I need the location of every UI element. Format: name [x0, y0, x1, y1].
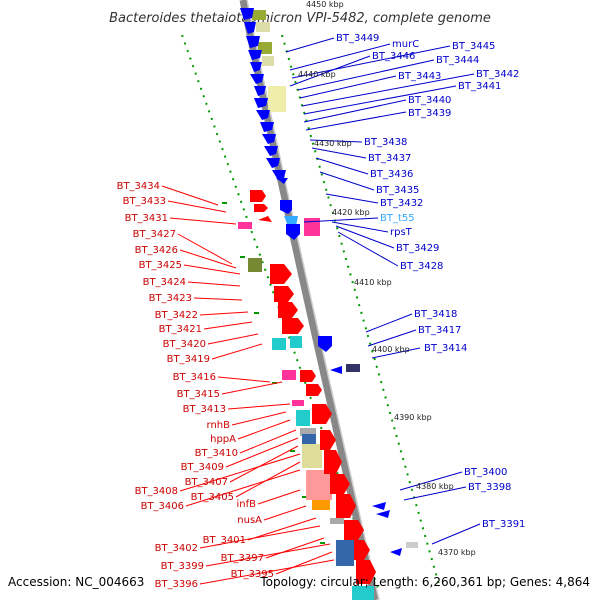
gene-label-bt3428: BT_3428 [400, 261, 443, 272]
right-gene-labels: BT_3449 murC BT_3445 BT_3446 BT_3444 BT_… [336, 33, 525, 530]
gene-label-bt3442: BT_3442 [476, 69, 519, 80]
gene-label-bt3395: BT_3395 [231, 569, 274, 580]
gene-label-bt3415: BT_3415 [177, 389, 220, 400]
gene-label-bt3422: BT_3422 [155, 310, 198, 321]
gene-label-bt3402: BT_3402 [155, 543, 198, 554]
kbp-label: 4400 kbp [372, 345, 410, 354]
gene-label-bt3425: BT_3425 [139, 260, 182, 271]
gene-label-bt3416: BT_3416 [173, 372, 216, 383]
gene-label-bt3421: BT_3421 [159, 324, 202, 335]
gene-label-murc: murC [392, 39, 419, 50]
gene-label-bt3434: BT_3434 [117, 181, 160, 192]
gene-label-bt3410: BT_3410 [195, 448, 238, 459]
gene-label-bt3426: BT_3426 [135, 245, 178, 256]
gene-label-bt3440: BT_3440 [408, 95, 451, 106]
gene-label-bt3439: BT_3439 [408, 108, 451, 119]
kbp-label: 4370 kbp [438, 548, 476, 557]
gene-label-bt3409: BT_3409 [181, 462, 224, 473]
gene-label-bt3408: BT_3408 [135, 486, 178, 497]
gene-label-bt3443: BT_3443 [398, 71, 441, 82]
gene-label-bt3401: BT_3401 [203, 535, 246, 546]
gene-label-bt3449: BT_3449 [336, 33, 379, 44]
gene-label-bt3436: BT_3436 [370, 169, 413, 180]
gene-label-bt3397: BT_3397 [221, 553, 264, 564]
gene-label-hppa: hppA [210, 434, 236, 445]
gene-label-bt3398: BT_3398 [468, 482, 511, 493]
gene-label-bt3427: BT_3427 [133, 229, 176, 240]
gene-label-bt3420: BT_3420 [163, 339, 206, 350]
gene-label-bt3418: BT_3418 [414, 309, 457, 320]
gene-label-bt3445: BT_3445 [452, 41, 495, 52]
gene-label-bt3438: BT_3438 [364, 137, 407, 148]
gene-label-bt3405: BT_3405 [191, 492, 234, 503]
gene-label-bt3419: BT_3419 [167, 354, 210, 365]
kbp-label: 4420 kbp [332, 208, 370, 217]
gene-label-bt3444: BT_3444 [436, 55, 479, 66]
kbp-label: 4450 kbp [306, 0, 344, 9]
gene-label-bt3406: BT_3406 [141, 501, 184, 512]
gene-label-bt3417: BT_3417 [418, 325, 461, 336]
kbp-label: 4430 kbp [314, 139, 352, 148]
kbp-label: 4410 kbp [354, 278, 392, 287]
accession-label: Accession: NC_004663 [8, 575, 144, 589]
gene-label-bt3446: BT_3446 [372, 51, 415, 62]
left-gene-labels: BT_3434 BT_3433 BT_3431 BT_3427 BT_3426 … [117, 181, 274, 590]
gene-label-bt3432: BT_3432 [380, 198, 423, 209]
gene-label-bt3437: BT_3437 [368, 153, 411, 164]
gene-label-bt3400: BT_3400 [464, 467, 507, 478]
gene-label-bt3391: BT_3391 [482, 519, 525, 530]
gene-label-bt3396: BT_3396 [155, 579, 198, 590]
gene-label-infb: infB [237, 499, 257, 510]
right-callouts [285, 37, 481, 545]
gene-label-bt3441: BT_3441 [458, 81, 501, 92]
kbp-label: 4390 kbp [394, 413, 432, 422]
kbp-label: 4440 kbp [298, 70, 336, 79]
gene-label-rpst: rpsT [390, 227, 413, 238]
topology-label: Topology: circular; Length: 6,260,361 bp… [259, 575, 590, 589]
gene-label-nusa: nusA [237, 515, 262, 526]
gene-label-bt3424: BT_3424 [143, 277, 186, 288]
gene-label-bt3407: BT_3407 [185, 477, 228, 488]
gene-label-rnhb: rnhB [207, 420, 231, 431]
gene-label-bt3433: BT_3433 [123, 196, 166, 207]
kbp-labels: 4450 kbp 4440 kbp 4430 kbp 4420 kbp 4410… [298, 0, 476, 557]
gene-label-bt3423: BT_3423 [149, 293, 192, 304]
gene-label-bt3414: BT_3414 [424, 343, 467, 354]
kbp-label: 4380 kbp [416, 482, 454, 491]
map-title: Bacteroides thetaiotaomicron VPI-5482, c… [109, 11, 491, 26]
gene-label-bt3431: BT_3431 [125, 213, 168, 224]
gene-label-bt3435: BT_3435 [376, 185, 419, 196]
gene-label-bt3399: BT_3399 [161, 561, 204, 572]
gene-features [238, 8, 418, 600]
gene-label-bt-t55: BT_t55 [380, 213, 415, 224]
gene-label-bt3413: BT_3413 [183, 404, 226, 415]
gene-label-bt3429: BT_3429 [396, 243, 439, 254]
left-callouts [161, 185, 335, 585]
